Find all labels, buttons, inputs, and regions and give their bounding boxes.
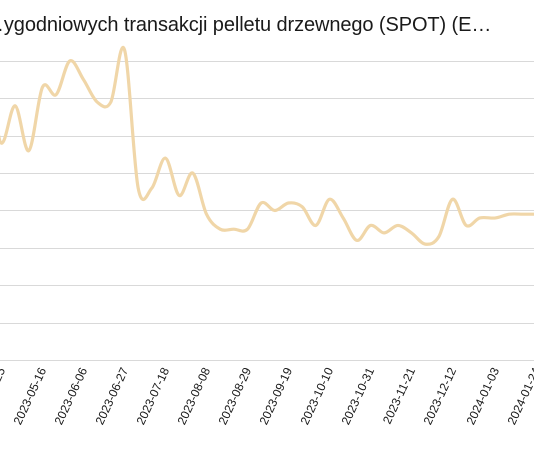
x-tick-label-3: 2023-06-27 bbox=[93, 365, 132, 427]
x-tick-label-0: 2023-04-25 bbox=[0, 365, 8, 427]
x-tick-label-11: 2023-12-12 bbox=[421, 365, 460, 427]
grid bbox=[0, 61, 534, 361]
x-tick-label-5: 2023-08-08 bbox=[175, 365, 214, 427]
x-tick-label-12: 2024-01-03 bbox=[464, 365, 503, 427]
x-tick-label-4: 2023-07-18 bbox=[134, 365, 173, 427]
x-tick-label-2: 2023-06-06 bbox=[52, 365, 91, 427]
series-line bbox=[0, 45, 534, 246]
x-tick-label-9: 2023-10-31 bbox=[339, 365, 378, 427]
x-axis-ticks: 2023-04-25 2023-05-16 2023-06-06 2023-06-27… bbox=[0, 365, 534, 427]
chart-title: …ygodniowych transakcji pelletu drzewneg… bbox=[0, 14, 492, 36]
x-tick-label-13: 2024-01-24 bbox=[505, 365, 534, 427]
x-tick-label-8: 2023-10-10 bbox=[298, 365, 337, 427]
x-tick-label-1: 2023-05-16 bbox=[11, 365, 50, 427]
x-tick-label-6: 2023-08-29 bbox=[216, 365, 255, 427]
x-tick-label-7: 2023-09-19 bbox=[257, 365, 296, 427]
x-tick-label-10: 2023-11-21 bbox=[380, 365, 418, 426]
